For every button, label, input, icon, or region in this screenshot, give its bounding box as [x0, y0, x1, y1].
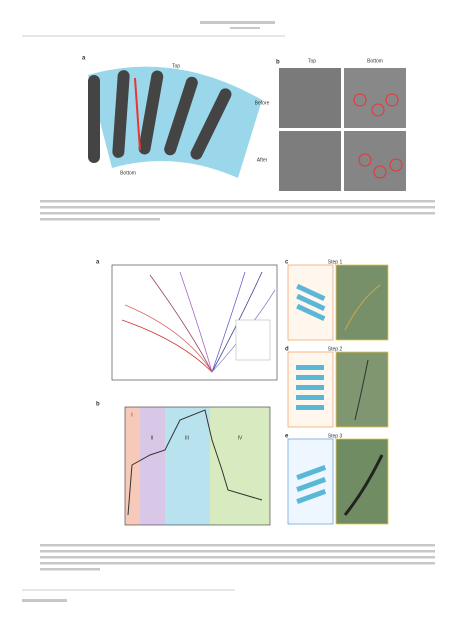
step-label: Step 3 — [328, 433, 343, 439]
sem-images — [279, 68, 406, 191]
panel-label: d — [285, 347, 289, 353]
caption-text — [40, 544, 435, 571]
diagram-rods — [88, 70, 232, 163]
plot-frame — [124, 406, 271, 526]
row-label: After — [257, 157, 268, 163]
diagram-arrow — [134, 77, 141, 151]
phase-label: I — [131, 412, 132, 418]
panel-label: b — [276, 60, 280, 66]
footer-text — [22, 599, 67, 602]
panel-label: b — [96, 402, 100, 408]
phase-label: IV — [238, 435, 243, 441]
row-label: Before — [255, 100, 270, 106]
panel-label: a — [82, 56, 86, 62]
phase-label: II — [151, 435, 154, 441]
caption-text — [40, 200, 435, 221]
header-text — [200, 21, 275, 24]
step-label: Step 1 — [328, 259, 343, 265]
column-header: Top — [308, 58, 316, 64]
panel-label: a — [96, 260, 100, 266]
panel-label: c — [285, 260, 289, 266]
panel-label: e — [285, 434, 289, 440]
column-header: Bottom — [367, 58, 383, 64]
phase-label: III — [185, 435, 189, 441]
step-label: Step 2 — [328, 346, 343, 352]
step-panels — [287, 264, 389, 525]
legend-box — [235, 319, 271, 361]
plot-curve — [127, 409, 263, 516]
diagram-label: Top — [172, 63, 180, 69]
diagram-label: Bottom — [120, 170, 136, 176]
header-text — [230, 27, 260, 29]
phase-regions — [125, 407, 270, 525]
